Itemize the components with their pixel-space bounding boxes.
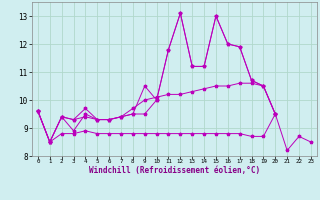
X-axis label: Windchill (Refroidissement éolien,°C): Windchill (Refroidissement éolien,°C) [89, 166, 260, 175]
